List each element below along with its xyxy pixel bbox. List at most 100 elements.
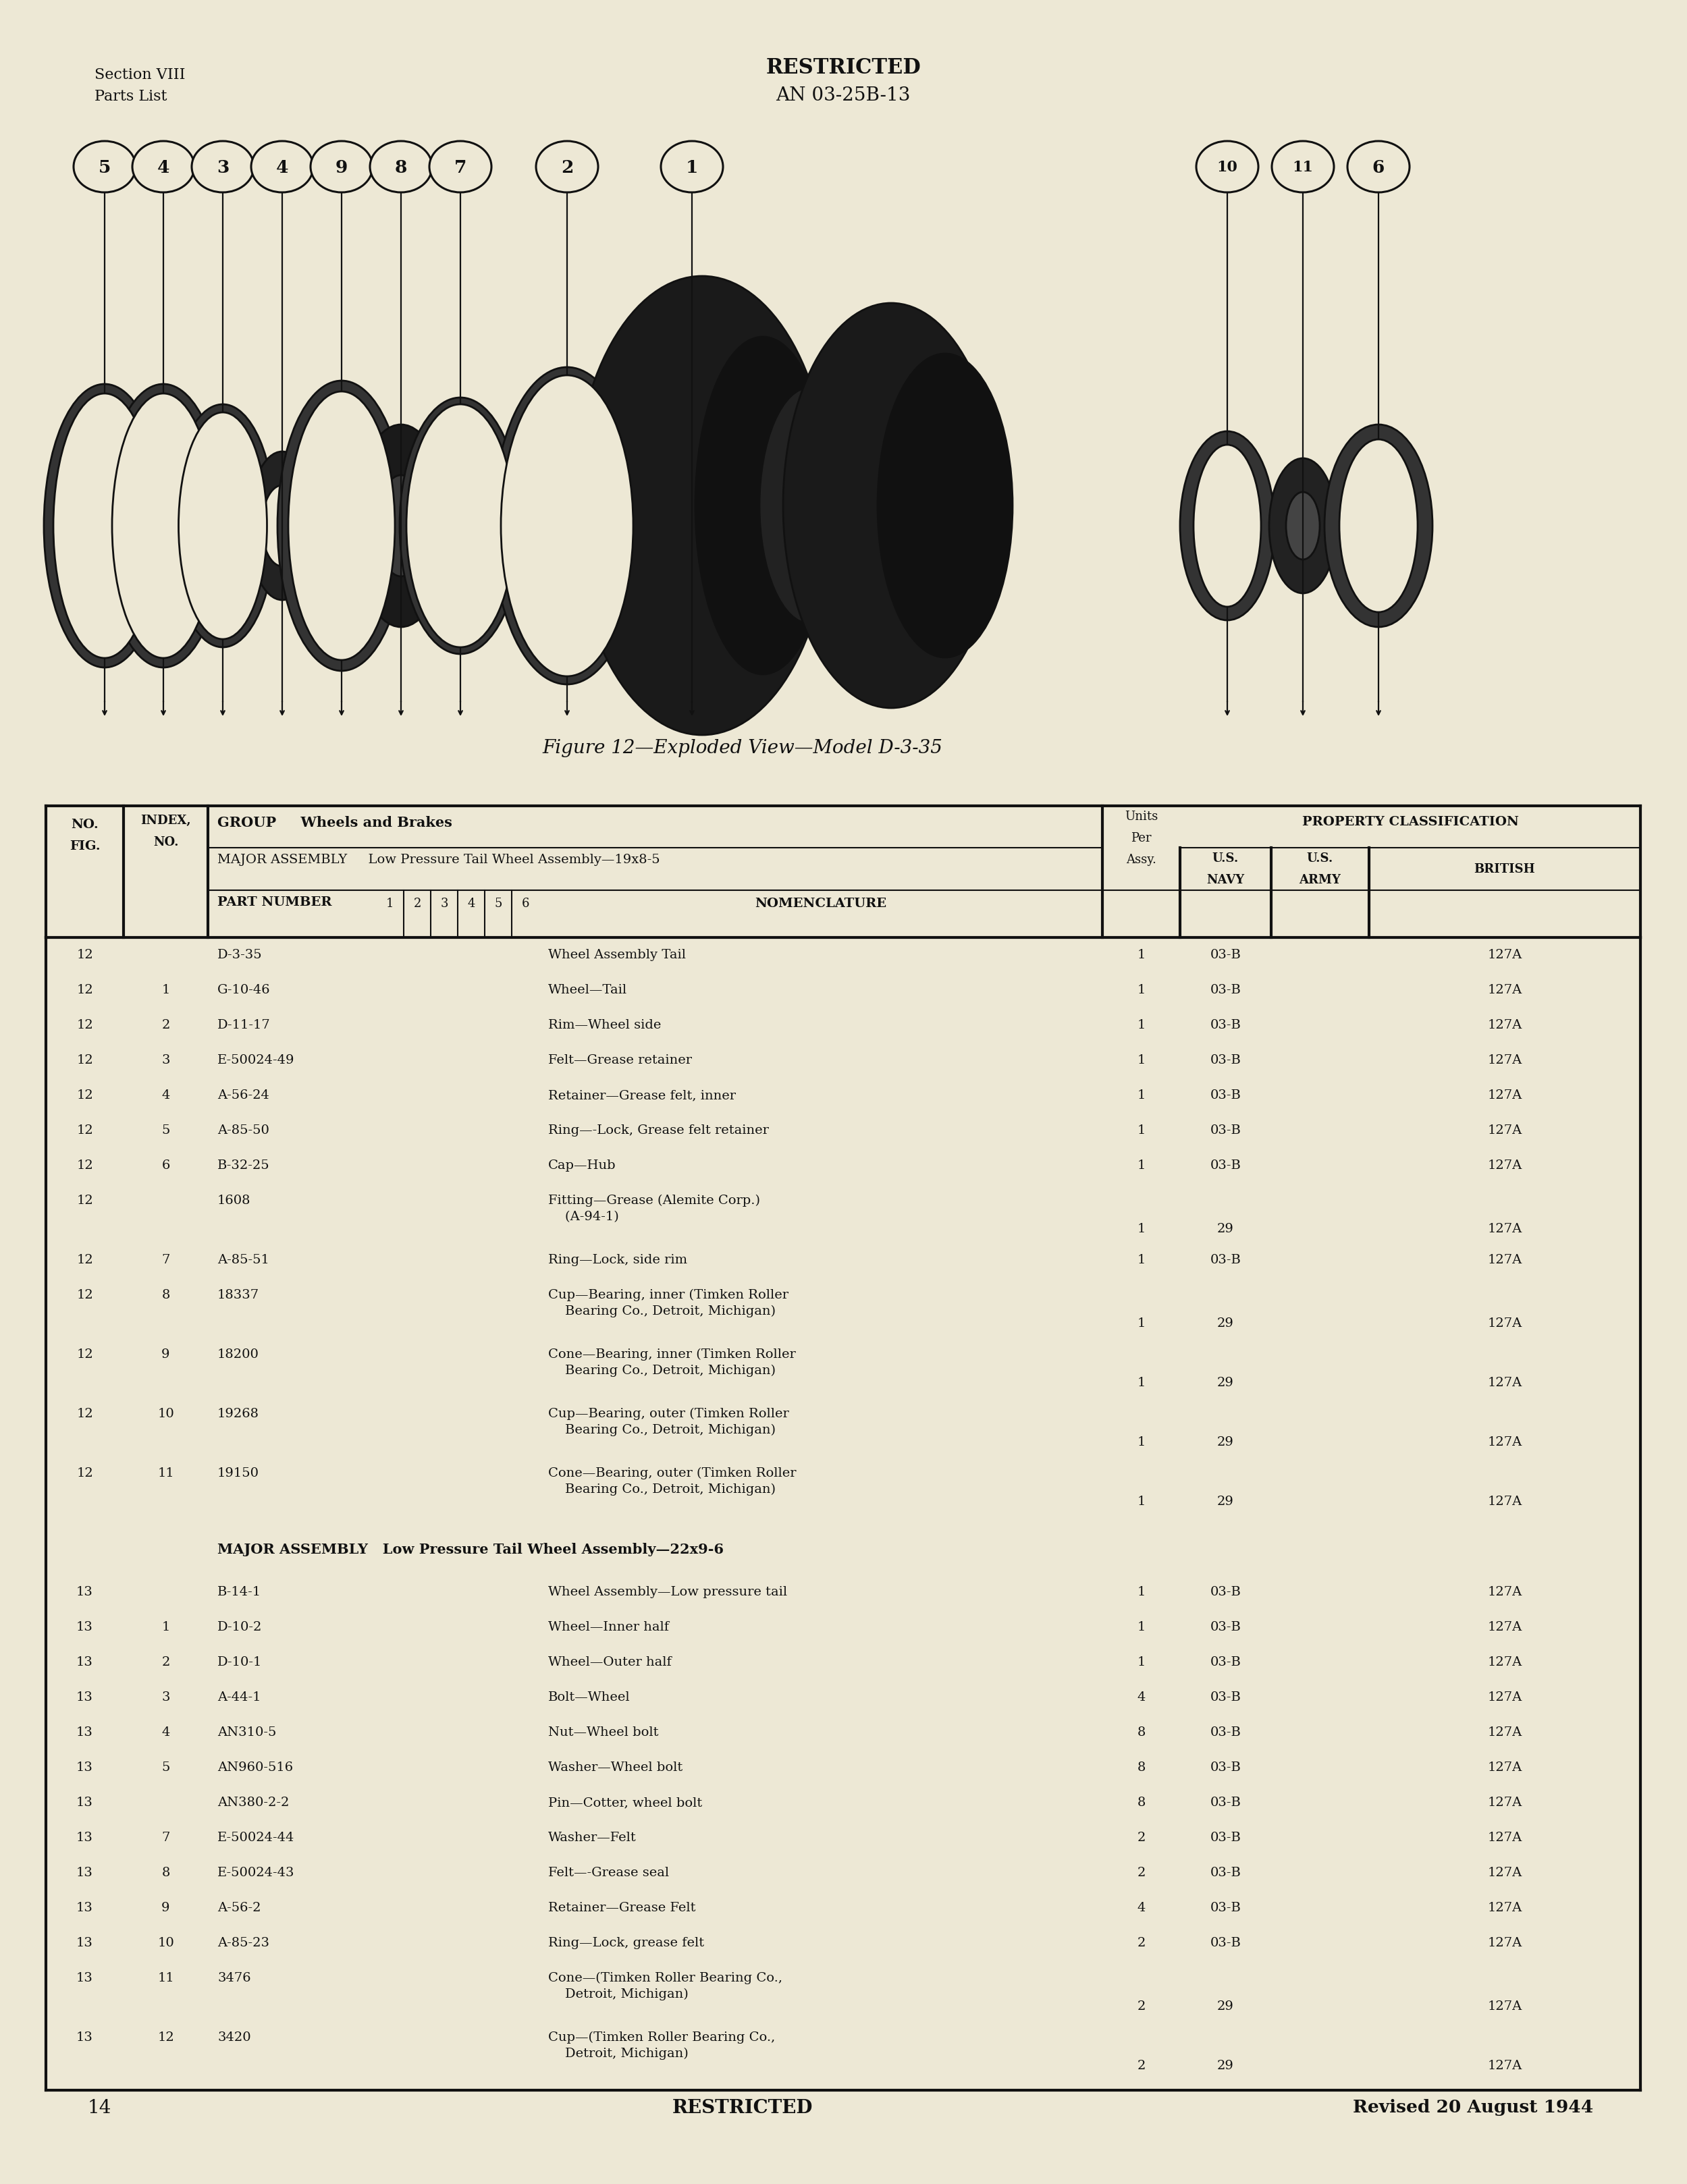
Text: Wheel Assembly Tail: Wheel Assembly Tail bbox=[548, 948, 687, 961]
Text: 11: 11 bbox=[1292, 159, 1314, 175]
Text: 1: 1 bbox=[1137, 1160, 1145, 1171]
Text: 3: 3 bbox=[440, 898, 449, 909]
Ellipse shape bbox=[1348, 142, 1410, 192]
Ellipse shape bbox=[400, 397, 521, 655]
Text: 03-B: 03-B bbox=[1210, 948, 1242, 961]
Text: 11: 11 bbox=[157, 1468, 174, 1479]
Text: 13: 13 bbox=[76, 1902, 93, 1913]
Text: 03-B: 03-B bbox=[1210, 983, 1242, 996]
Text: A-44-1: A-44-1 bbox=[218, 1690, 261, 1704]
Text: 03-B: 03-B bbox=[1210, 1254, 1242, 1267]
Ellipse shape bbox=[536, 142, 599, 192]
Text: 12: 12 bbox=[76, 1090, 93, 1101]
Ellipse shape bbox=[74, 142, 135, 192]
Ellipse shape bbox=[248, 452, 315, 601]
Text: 127A: 127A bbox=[1488, 1830, 1522, 1843]
Text: 8: 8 bbox=[395, 159, 407, 175]
Text: 1: 1 bbox=[1137, 1018, 1145, 1031]
Text: Felt—Grease retainer: Felt—Grease retainer bbox=[548, 1055, 692, 1066]
Text: Bolt—Wheel: Bolt—Wheel bbox=[548, 1690, 631, 1704]
Ellipse shape bbox=[1269, 459, 1336, 594]
Text: 127A: 127A bbox=[1488, 1055, 1522, 1066]
Text: 1: 1 bbox=[162, 983, 170, 996]
Text: 1: 1 bbox=[1137, 1655, 1145, 1669]
Text: 2: 2 bbox=[1137, 1830, 1145, 1843]
Text: Cone—(Timken Roller Bearing Co.,
    Detroit, Michigan): Cone—(Timken Roller Bearing Co., Detroit… bbox=[548, 1972, 783, 2001]
Text: 1: 1 bbox=[1137, 1254, 1145, 1267]
Text: 127A: 127A bbox=[1488, 1223, 1522, 1234]
Text: Washer—Wheel bolt: Washer—Wheel bolt bbox=[548, 1760, 683, 1773]
Text: 127A: 127A bbox=[1488, 983, 1522, 996]
Text: Felt—-Grease seal: Felt—-Grease seal bbox=[548, 1865, 670, 1878]
Text: NOMENCLATURE: NOMENCLATURE bbox=[754, 898, 886, 909]
Text: 03-B: 03-B bbox=[1210, 1830, 1242, 1843]
Ellipse shape bbox=[354, 426, 449, 627]
Text: 03-B: 03-B bbox=[1210, 1655, 1242, 1669]
Text: 6: 6 bbox=[162, 1160, 170, 1171]
Text: 1: 1 bbox=[1137, 948, 1145, 961]
Text: 5: 5 bbox=[162, 1760, 170, 1773]
Text: 5: 5 bbox=[162, 1125, 170, 1136]
Text: Wheel—Outer half: Wheel—Outer half bbox=[548, 1655, 671, 1669]
Text: Revised 20 August 1944: Revised 20 August 1944 bbox=[1353, 2099, 1593, 2114]
Text: 13: 13 bbox=[76, 1655, 93, 1669]
Text: 10: 10 bbox=[157, 1406, 174, 1420]
Ellipse shape bbox=[574, 277, 830, 736]
Text: Cone—Bearing, inner (Timken Roller
    Bearing Co., Detroit, Michigan): Cone—Bearing, inner (Timken Roller Beari… bbox=[548, 1348, 796, 1376]
Text: 8: 8 bbox=[162, 1865, 170, 1878]
Text: 5: 5 bbox=[98, 159, 111, 175]
Ellipse shape bbox=[277, 382, 405, 670]
Text: 29: 29 bbox=[1218, 2060, 1233, 2070]
Text: Per: Per bbox=[1130, 832, 1152, 843]
Text: 13: 13 bbox=[76, 1725, 93, 1738]
Text: E-50024-49: E-50024-49 bbox=[218, 1055, 295, 1066]
Text: 13: 13 bbox=[76, 1830, 93, 1843]
Ellipse shape bbox=[661, 142, 724, 192]
Text: 4: 4 bbox=[467, 898, 476, 909]
Text: D-10-1: D-10-1 bbox=[218, 1655, 261, 1669]
Text: E-50024-44: E-50024-44 bbox=[218, 1830, 295, 1843]
Text: MAJOR ASSEMBLY   Low Pressure Tail Wheel Assembly—22x9-6: MAJOR ASSEMBLY Low Pressure Tail Wheel A… bbox=[218, 1542, 724, 1555]
Text: GROUP     Wheels and Brakes: GROUP Wheels and Brakes bbox=[218, 815, 452, 830]
Text: Cup—Bearing, inner (Timken Roller
    Bearing Co., Detroit, Michigan): Cup—Bearing, inner (Timken Roller Bearin… bbox=[548, 1289, 788, 1317]
Text: 127A: 127A bbox=[1488, 1125, 1522, 1136]
Text: Pin—Cotter, wheel bolt: Pin—Cotter, wheel bolt bbox=[548, 1795, 702, 1808]
Text: 8: 8 bbox=[1137, 1725, 1145, 1738]
Text: 9: 9 bbox=[336, 159, 348, 175]
Text: A-85-23: A-85-23 bbox=[218, 1937, 270, 1948]
Text: 12: 12 bbox=[76, 1348, 93, 1361]
Text: 127A: 127A bbox=[1488, 1376, 1522, 1389]
Text: D-10-2: D-10-2 bbox=[218, 1621, 261, 1634]
Text: 12: 12 bbox=[76, 1195, 93, 1206]
Text: 1: 1 bbox=[1137, 1435, 1145, 1448]
Text: 2: 2 bbox=[162, 1018, 170, 1031]
Ellipse shape bbox=[1285, 494, 1319, 559]
Text: 4: 4 bbox=[1137, 1690, 1145, 1704]
Text: U.S.: U.S. bbox=[1213, 852, 1238, 865]
Text: NO.: NO. bbox=[154, 836, 179, 847]
Text: Wheel Assembly—Low pressure tail: Wheel Assembly—Low pressure tail bbox=[548, 1586, 788, 1599]
Text: 7: 7 bbox=[162, 1830, 170, 1843]
Text: 9: 9 bbox=[162, 1902, 170, 1913]
Text: 19268: 19268 bbox=[218, 1406, 260, 1420]
Text: 29: 29 bbox=[1218, 1435, 1233, 1448]
Text: A-56-24: A-56-24 bbox=[218, 1090, 270, 1101]
Text: Cone—Bearing, outer (Timken Roller
    Bearing Co., Detroit, Michigan): Cone—Bearing, outer (Timken Roller Beari… bbox=[548, 1468, 796, 1496]
Text: 5: 5 bbox=[494, 898, 503, 909]
Text: 29: 29 bbox=[1218, 2001, 1233, 2011]
Ellipse shape bbox=[192, 142, 253, 192]
Text: 03-B: 03-B bbox=[1210, 1621, 1242, 1634]
Ellipse shape bbox=[261, 485, 302, 566]
Text: 12: 12 bbox=[76, 1254, 93, 1267]
Text: MAJOR ASSEMBLY     Low Pressure Tail Wheel Assembly—19x8-5: MAJOR ASSEMBLY Low Pressure Tail Wheel A… bbox=[218, 854, 660, 865]
Text: BRITISH: BRITISH bbox=[1474, 863, 1535, 876]
Text: 03-B: 03-B bbox=[1210, 1125, 1242, 1136]
Text: AN380-2-2: AN380-2-2 bbox=[218, 1795, 288, 1808]
Text: 8: 8 bbox=[1137, 1760, 1145, 1773]
Text: 18337: 18337 bbox=[218, 1289, 260, 1302]
Text: 12: 12 bbox=[76, 1125, 93, 1136]
Text: Ring—Lock, side rim: Ring—Lock, side rim bbox=[548, 1254, 687, 1267]
Text: 2: 2 bbox=[560, 159, 574, 175]
Ellipse shape bbox=[378, 476, 425, 577]
Text: 127A: 127A bbox=[1488, 1937, 1522, 1948]
